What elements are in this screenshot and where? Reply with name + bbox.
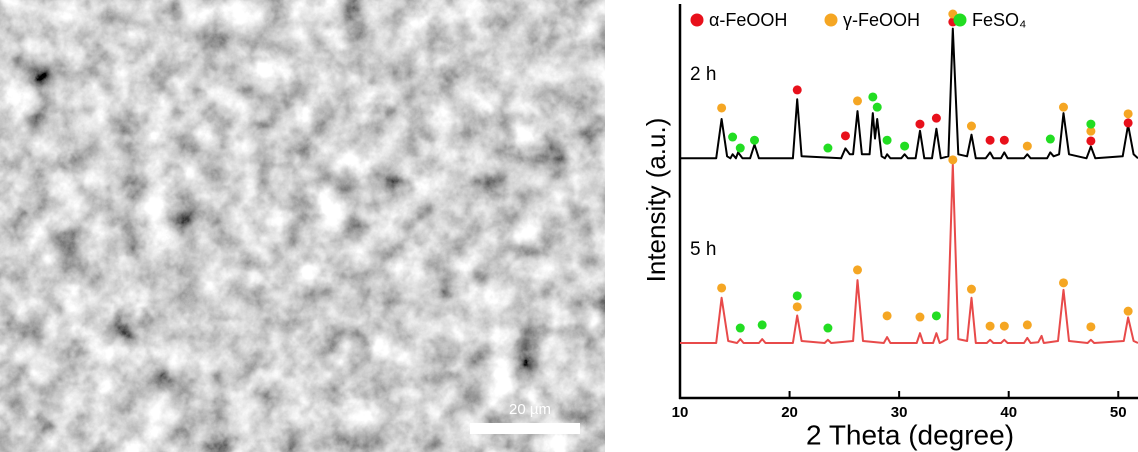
- phase-marker: [853, 265, 862, 274]
- scale-bar-label: 20 µm: [509, 401, 551, 418]
- phase-marker: [900, 142, 909, 151]
- legend-marker: [825, 14, 838, 27]
- phase-marker: [932, 311, 941, 320]
- legend-label: α-FeOOH: [709, 10, 787, 30]
- legend-label: γ-FeOOH: [843, 10, 920, 30]
- x-tick-label: 20: [781, 404, 798, 421]
- phase-marker: [717, 283, 726, 292]
- phase-marker: [736, 324, 745, 333]
- trace-label: 2 h: [690, 64, 716, 85]
- phase-marker: [728, 133, 737, 142]
- phase-marker: [1124, 109, 1133, 118]
- phase-marker: [841, 131, 850, 140]
- phase-marker: [1086, 322, 1095, 331]
- phase-marker: [948, 155, 957, 164]
- phase-marker: [1000, 136, 1009, 145]
- phase-marker: [736, 144, 745, 153]
- phase-marker: [932, 114, 941, 123]
- phase-marker: [1059, 103, 1068, 112]
- phase-marker: [1124, 118, 1133, 127]
- phase-marker: [1046, 135, 1055, 144]
- phase-marker: [823, 324, 832, 333]
- phase-marker: [967, 285, 976, 294]
- phase-marker: [1124, 307, 1133, 316]
- phase-marker: [883, 311, 892, 320]
- phase-marker: [793, 302, 802, 311]
- x-axis-label: 2 Theta (degree): [806, 419, 1014, 450]
- phase-marker: [758, 320, 767, 329]
- phase-marker: [915, 120, 924, 129]
- phase-marker: [967, 122, 976, 131]
- y-axis-label: Intensity (a.u.): [641, 118, 671, 283]
- legend-marker: [954, 14, 967, 27]
- legend-label: FeSO₄: [972, 10, 1026, 30]
- x-tick-label: 30: [891, 404, 908, 421]
- phase-marker: [873, 103, 882, 112]
- phase-marker: [915, 313, 924, 322]
- phase-marker: [986, 322, 995, 331]
- phase-marker: [793, 85, 802, 94]
- phase-marker: [793, 291, 802, 300]
- sem-texture: [0, 0, 605, 452]
- phase-marker: [853, 96, 862, 105]
- legend-marker: [691, 14, 704, 27]
- figure: 20 µm Intensity (a.u.) 2 Theta (degree) …: [0, 0, 1138, 452]
- xrd-trace: [680, 164, 1138, 343]
- scale-bar: [470, 423, 580, 434]
- phase-marker: [986, 136, 995, 145]
- sem-image: 20 µm: [0, 0, 605, 452]
- x-tick-label: 50: [1110, 404, 1127, 421]
- phase-marker: [750, 136, 759, 145]
- phase-marker: [1023, 320, 1032, 329]
- xrd-trace: [680, 29, 1138, 159]
- phase-marker: [1000, 322, 1009, 331]
- phase-marker: [1059, 278, 1068, 287]
- trace-label: 5 h: [690, 239, 716, 260]
- phase-marker: [1023, 142, 1032, 151]
- x-tick-label: 10: [672, 404, 689, 421]
- phase-marker: [868, 92, 877, 101]
- phase-marker: [1086, 136, 1095, 145]
- phase-marker: [883, 136, 892, 145]
- x-tick-label: 40: [1000, 404, 1017, 421]
- phase-marker: [1086, 120, 1095, 129]
- page: 20 µm Intensity (a.u.) 2 Theta (degree) …: [0, 0, 1138, 452]
- phase-marker: [717, 103, 726, 112]
- phase-marker: [823, 144, 832, 153]
